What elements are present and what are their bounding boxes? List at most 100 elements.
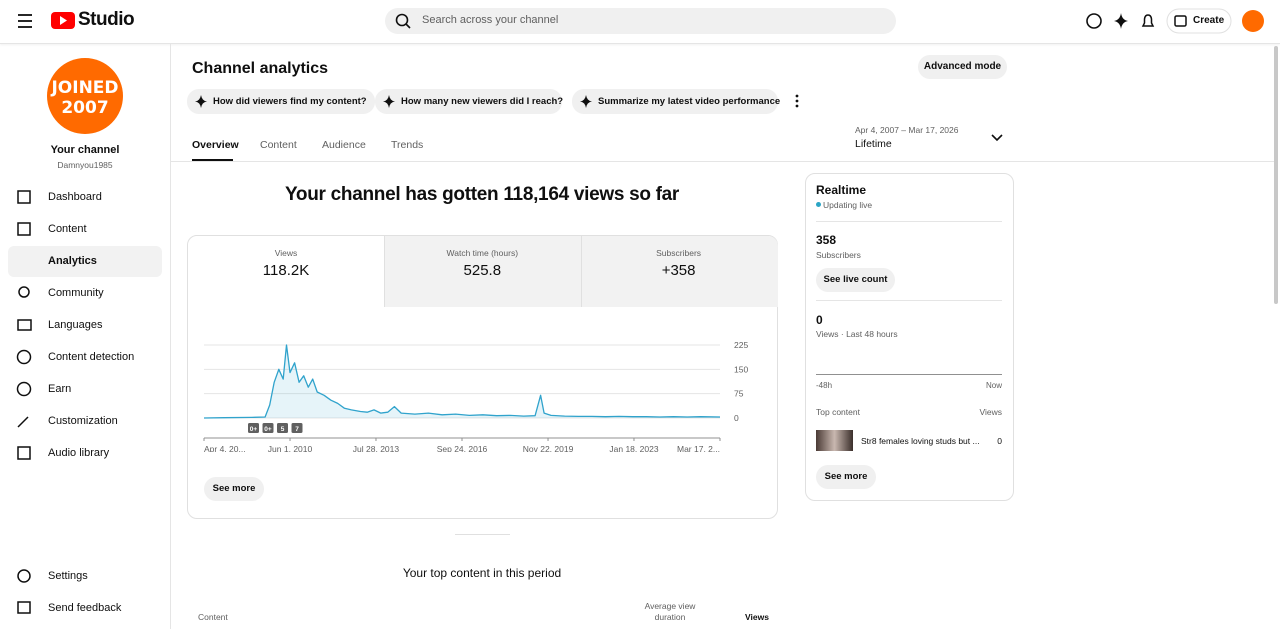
video-marker-label: 5 [281, 426, 285, 433]
live-dot [816, 202, 821, 207]
tabs-border [171, 161, 1275, 162]
account-avatar[interactable] [1242, 10, 1264, 32]
more-icon [795, 99, 799, 103]
realtime-axis-end: Now [985, 381, 1002, 390]
audio-library-icon [17, 446, 31, 460]
nav-item[interactable]: Analytics [48, 255, 97, 267]
tab[interactable]: Trends [391, 139, 424, 151]
nav-item[interactable]: Community [48, 287, 104, 299]
nav-item[interactable]: Earn [48, 383, 72, 395]
table-header: Views [745, 612, 769, 622]
table-header: Content [198, 612, 228, 622]
realtime-views-label: Views · Last 48 hours [816, 329, 898, 339]
top-content-title: Your top content in this period [402, 566, 562, 580]
nav-item[interactable]: Content detection [48, 351, 135, 363]
prompt-label[interactable]: Summarize my latest video performance [598, 96, 781, 107]
top-video-views: 0 [997, 436, 1002, 446]
feedback-icon [17, 601, 31, 614]
metric-value: 525.8 [463, 262, 502, 279]
tab[interactable]: Content [260, 139, 297, 151]
logo-play [60, 16, 67, 25]
channel-handle: Damnyou1985 [57, 160, 113, 170]
views-card [187, 235, 778, 519]
realtime-status: Updating live [823, 200, 873, 210]
create-label[interactable]: Create [1193, 15, 1225, 26]
video-thumbnail[interactable] [816, 430, 853, 451]
prompt-label[interactable]: How did viewers find my content? [213, 96, 367, 107]
see-more-label[interactable]: See more [212, 483, 256, 494]
channel-title: Your channel [50, 144, 120, 156]
see-more-button[interactable] [204, 477, 264, 501]
video-marker-label: 7 [295, 426, 299, 433]
table-header: Average view duration [644, 601, 696, 622]
metric-value: 118.2K [262, 262, 310, 279]
metric-tab[interactable] [580, 236, 778, 307]
tab[interactable]: Audience [322, 139, 366, 151]
metric-tab[interactable] [188, 236, 384, 307]
video-marker-label: 0+ [264, 426, 272, 433]
prompt-label[interactable]: How many new viewers did I reach? [401, 96, 564, 107]
nav-active-bg [8, 246, 162, 277]
avatar-text: 2007 [61, 98, 109, 118]
see-more-button[interactable] [816, 465, 876, 489]
metric-value: +358 [661, 262, 696, 279]
video-marker [262, 423, 274, 433]
see-live-label[interactable]: See live count [823, 274, 888, 285]
see-live-button[interactable] [816, 268, 895, 292]
prompt-chip[interactable] [187, 89, 375, 114]
nav-item[interactable]: Content [48, 223, 87, 235]
menu-icon[interactable] [18, 14, 32, 28]
metric-label: Subscribers [656, 248, 702, 258]
section-divider [455, 534, 510, 535]
scrollbar [1274, 46, 1278, 304]
dashboard-icon [17, 190, 31, 204]
nav-item[interactable]: Send feedback [48, 602, 122, 614]
realtime-axis-start: -48h [816, 381, 833, 390]
realtime-card [805, 173, 1014, 501]
nav-item[interactable]: Settings [48, 570, 88, 582]
nav-item[interactable]: Languages [48, 319, 103, 331]
help-icon[interactable] [1086, 13, 1102, 29]
community-icon [18, 286, 30, 298]
bell-icon[interactable] [1141, 14, 1155, 27]
prompt-chip[interactable] [375, 89, 562, 114]
realtime-title: Realtime [816, 183, 867, 197]
x-tick-label: Jun 1, 2010 [268, 444, 313, 452]
avatar-text: JOINED [51, 78, 119, 98]
divider [816, 300, 1002, 301]
nav-item[interactable]: Customization [48, 415, 118, 427]
create-icon [1174, 15, 1187, 27]
advanced-mode-button[interactable] [918, 55, 1007, 79]
see-more-label[interactable]: See more [824, 471, 868, 482]
nav-item[interactable]: Dashboard [48, 191, 102, 203]
create-button[interactable] [1166, 8, 1232, 34]
x-tick-label: Jan 18, 2023 [609, 444, 658, 452]
earn-icon [16, 381, 32, 397]
top-content-views-header: Views [979, 407, 1002, 417]
prompt-chip[interactable] [572, 89, 778, 114]
header-icons [18, 8, 1264, 34]
more-icon [795, 104, 799, 108]
metric-tab[interactable] [384, 236, 582, 307]
y-tick-label: 225 [734, 340, 748, 350]
video-marker-label: 0+ [250, 426, 258, 433]
sparkle-icon[interactable] [1114, 13, 1128, 29]
x-tick-label: Apr 4, 20... [204, 444, 246, 452]
logo-text[interactable]: Studio [78, 9, 135, 30]
y-tick-label: 150 [734, 364, 748, 374]
more-icon [795, 94, 799, 98]
y-tick-label: 75 [734, 389, 744, 399]
tab[interactable]: Overview [192, 139, 239, 151]
period[interactable]: Lifetime [855, 138, 892, 150]
channel-avatar[interactable] [47, 58, 123, 134]
sidebar-icons [16, 58, 123, 614]
video-marker [277, 423, 288, 433]
search-box[interactable] [385, 8, 896, 34]
advanced-mode-label[interactable]: Advanced mode [923, 61, 1002, 72]
nav-item[interactable]: Audio library [48, 447, 110, 459]
subscriber-count: 358 [816, 233, 837, 247]
top-video-title[interactable]: Str8 females loving studs but ... [861, 436, 980, 446]
y-tick-label: 0 [734, 413, 739, 423]
